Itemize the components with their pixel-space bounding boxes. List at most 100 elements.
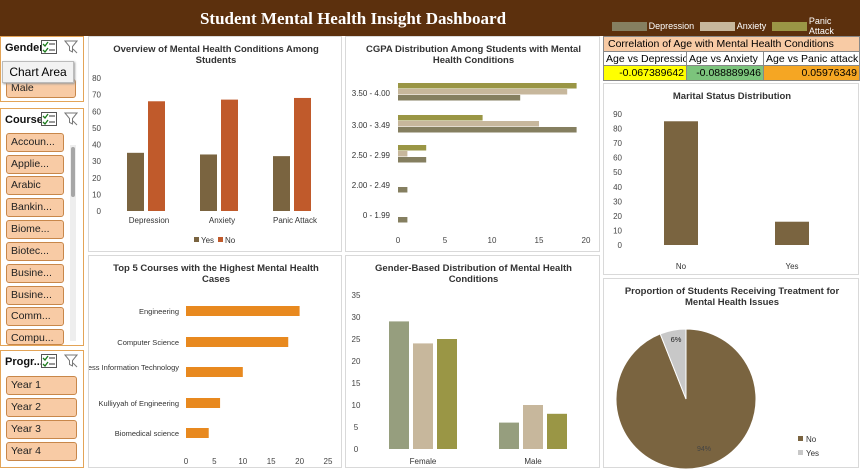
y-tick-label: 0 [354,445,359,454]
course-slicer: Course Accoun... Applie... Arabic Bankin… [0,108,84,346]
bar-no [294,97,311,211]
x-tick-label: 20 [295,457,304,466]
chart-panel-cgpa[interactable]: CGPA Distribution Among Students with Me… [345,36,600,252]
correlation-table: Correlation of Age with Mental Health Co… [603,36,860,81]
bar-no [148,101,165,211]
bar-depression [389,321,409,449]
chart-title: Marital Status Distribution [672,91,792,102]
legend-label: No [806,435,817,444]
slicer-item-course[interactable]: Busine... [6,286,64,305]
chart-panel-treatment[interactable]: Proportion of Students Receiving Treatme… [603,278,860,469]
slicer-item-course[interactable]: Busine... [6,264,64,283]
pie-data-label: 6% [671,335,682,344]
bar-yes [775,221,809,245]
bar-course [186,398,221,408]
x-tick-label: Depression [129,216,169,225]
x-tick-label: 0 [184,457,189,466]
y-tick-label: Engineering [139,307,179,316]
y-tick-label: Business Information Technology [89,363,179,372]
x-tick-label: Male [524,457,542,466]
corr-header-panic: Age vs Panic attack [766,53,859,65]
corr-header-anxiety: Age vs Anxiety [687,52,764,65]
slicer-item-course[interactable]: Applie... [6,155,64,174]
y-tick-label: 25 [352,335,361,344]
bar-panic-attack [437,339,457,449]
y-tick-label: 30 [613,197,622,206]
slicer-item-course[interactable]: Arabic [6,176,64,195]
y-tick-label: 80 [92,74,101,83]
y-tick-label: 70 [613,139,622,148]
y-tick-label: 10 [92,190,101,199]
corr-value-panic: 0.05976349 [764,66,859,80]
chart-panel-marital[interactable]: Marital Status Distribution 0 10 20 30 40 50 6… [603,83,859,275]
y-tick-label: 10 [352,401,361,410]
bar-panic-attack [398,115,483,121]
bar-no [221,99,238,211]
slicer-item-course[interactable]: Accoun... [6,133,64,152]
bar-anxiety [413,343,433,449]
program-slicer-title: Progr... [5,356,43,368]
multi-select-icon[interactable] [41,40,57,54]
clear-filter-icon[interactable] [64,112,78,126]
clear-filter-icon[interactable] [64,40,78,54]
bar-panic-attack [398,83,577,89]
multi-select-icon[interactable] [41,354,57,368]
slicer-item-course[interactable]: Compu... [6,329,64,345]
x-tick-label: 10 [238,457,247,466]
y-tick-label: 2.00 - 2.49 [352,181,391,190]
slicer-item-course[interactable]: Comm... [6,307,64,326]
course-slicer-scrollbar[interactable] [70,145,76,341]
y-tick-label: 20 [352,357,361,366]
bar-yes [200,154,217,211]
y-tick-label: 0 [618,241,623,250]
x-tick-label: 25 [324,457,333,466]
course-slicer-scroll-thumb[interactable] [71,147,75,197]
bar-depression [398,157,427,163]
bar-depression [398,95,521,101]
chart-title: Proportion of Students Receiving Treatme… [624,286,840,308]
series-legend: Depression Anxiety Panic Attack [612,16,860,36]
pie-data-label: 94% [697,446,711,453]
multi-select-icon[interactable] [41,112,57,126]
slicer-item-program[interactable]: Year 1 [6,376,77,395]
legend-label: No [225,236,236,245]
course-slicer-title: Course [5,114,43,126]
slicer-item-course[interactable]: Biotec... [6,242,64,261]
chart-area-tooltip: Chart Area [2,61,74,83]
chart-gender[interactable]: 0 5 10 15 20 25 30 35 Female Male [346,256,601,469]
legend-label-anxiety: Anxiety [736,21,767,31]
x-tick-label: 15 [535,236,544,245]
bar-anxiety [398,151,408,157]
y-tick-label: Computer Science [117,338,179,347]
x-tick-label: Panic Attack [273,216,318,225]
x-tick-label: No [676,262,687,271]
chart-panel-courses[interactable]: Top 5 Courses with the Highest Mental He… [88,255,342,468]
x-tick-label: 5 [443,236,448,245]
bar-yes [127,152,144,211]
clear-filter-icon[interactable] [64,354,78,368]
bar-course [186,337,289,347]
slicer-item-program[interactable]: Year 2 [6,398,77,417]
y-tick-label: Biomedical science [115,429,179,438]
chart-marital[interactable]: 0 10 20 30 40 50 60 70 80 90 No Yes [604,84,860,276]
chart-treatment[interactable]: 94% 6% No Yes [604,279,860,469]
x-tick-label: 20 [582,236,591,245]
bar-yes [273,156,290,211]
chart-cgpa[interactable]: 3.50 - 4.00 3.00 - 3.49 2.50 - 2.99 2.00 - … [346,37,601,253]
slicer-item-course[interactable]: Bankin... [6,198,64,217]
y-tick-label: 35 [352,291,361,300]
slicer-item-program[interactable]: Year 4 [6,442,77,461]
y-tick-label: 50 [613,168,622,177]
slicer-item-program[interactable]: Year 3 [6,420,77,439]
chart-panel-overview[interactable]: Overview of Mental Health Conditions Amo… [88,36,342,252]
slicer-item-male[interactable]: Male [6,79,76,98]
chart-panel-gender[interactable]: Gender-Based Distribution of Mental Heal… [345,255,600,468]
y-tick-label: 60 [613,154,622,163]
corr-header-depression: Age vs Depressio [606,52,687,65]
chart-overview[interactable]: 0 10 20 30 40 50 60 70 80 Depression Anxiety Panic … [89,37,343,253]
y-tick-label: 40 [613,183,622,192]
bar-anxiety [523,405,543,449]
chart-courses[interactable]: Engineering Computer Science Business Info… [89,256,343,469]
y-tick-label: 40 [92,141,101,150]
slicer-item-course[interactable]: Biome... [6,220,64,239]
